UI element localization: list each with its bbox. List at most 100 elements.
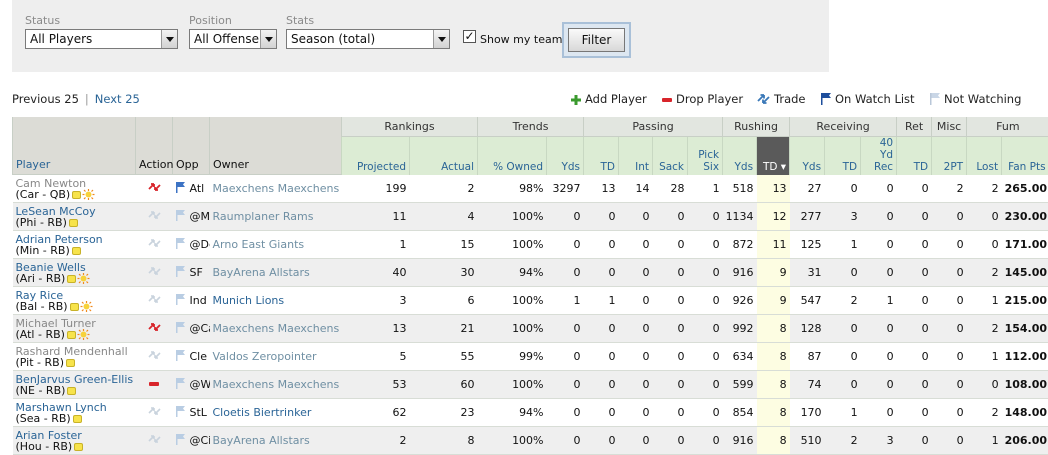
col-owned[interactable]: % Owned: [478, 136, 547, 175]
add-player-legend[interactable]: Add Player: [571, 92, 647, 106]
stat-two-pt: 2: [932, 175, 967, 203]
news-burst-icon[interactable]: [77, 273, 90, 284]
flag-outline-icon[interactable]: [176, 434, 185, 445]
col-pass-td[interactable]: TD: [584, 136, 619, 175]
stat-ret-td: 0: [897, 231, 932, 259]
stats-select[interactable]: Season (total): [286, 29, 450, 49]
trade-arrows-icon[interactable]: [148, 434, 161, 444]
position-label: Position: [189, 14, 232, 27]
stat-rush-td: 8: [757, 427, 790, 455]
status-select[interactable]: All Players: [25, 29, 178, 49]
chevron-down-icon[interactable]: [433, 30, 449, 48]
col-rec-yds[interactable]: Yds: [790, 136, 825, 175]
stat-actual: 2: [410, 175, 478, 203]
trade-arrows-icon[interactable]: [148, 350, 161, 360]
col-pick-six[interactable]: Pick Six: [688, 136, 723, 175]
stat-rec-td: 1: [825, 231, 861, 259]
next-page-link[interactable]: Next 25: [95, 92, 140, 106]
owner-link[interactable]: Maexchens Maexchens: [213, 322, 340, 335]
trade-arrows-icon[interactable]: [148, 406, 161, 416]
col-fan-pts[interactable]: Fan Pts: [1002, 136, 1048, 175]
owner-link[interactable]: BayArena Allstars: [213, 434, 310, 447]
trade-legend[interactable]: Trade: [757, 92, 806, 106]
stats-label: Stats: [286, 14, 314, 27]
note-icon[interactable]: [66, 359, 75, 367]
owner-link[interactable]: Cloetis Biertrinker: [213, 406, 312, 419]
trade-arrows-icon[interactable]: [148, 238, 161, 248]
col-rec-td[interactable]: TD: [825, 136, 861, 175]
group-misc: Misc: [932, 117, 967, 136]
col-player[interactable]: Player: [13, 117, 136, 175]
col-ret-td[interactable]: TD: [897, 136, 932, 175]
opponent-cell: Atl: [173, 175, 210, 203]
owner-link[interactable]: Valdos Zeropointer: [213, 350, 317, 363]
owner-link[interactable]: Munich Lions: [213, 294, 285, 307]
col-rush-yds[interactable]: Yds: [723, 136, 757, 175]
note-icon[interactable]: [70, 303, 79, 311]
col-lost[interactable]: Lost: [967, 136, 1002, 175]
col-projected[interactable]: Projected: [342, 136, 410, 175]
col-pass-yds[interactable]: Yds: [547, 136, 584, 175]
note-icon[interactable]: [72, 247, 81, 255]
news-burst-icon[interactable]: [77, 329, 90, 340]
trade-arrows-icon[interactable]: [148, 294, 161, 304]
trade-arrows-icon[interactable]: [148, 266, 161, 276]
note-icon[interactable]: [72, 191, 81, 199]
owner-link[interactable]: BayArena Allstars: [213, 266, 310, 279]
previous-page-link[interactable]: Previous 25: [12, 92, 79, 106]
opponent-cell: @Cin: [173, 427, 210, 455]
note-icon[interactable]: [69, 219, 78, 227]
note-icon[interactable]: [73, 415, 82, 423]
news-burst-icon[interactable]: [80, 301, 93, 312]
flag-outline-icon[interactable]: [176, 238, 185, 249]
note-icon[interactable]: [74, 443, 83, 451]
trade-arrows-icon[interactable]: [148, 210, 161, 220]
owner-link[interactable]: Arno East Giants: [213, 238, 305, 251]
owner-link[interactable]: Maexchens Maexchens: [213, 182, 340, 195]
owner-cell: Maexchens Maexchens: [210, 315, 342, 343]
flag-icon[interactable]: [176, 182, 185, 193]
opponent: SF: [190, 266, 203, 279]
show-my-team-checkbox[interactable]: ✓: [463, 30, 476, 43]
owner-link[interactable]: Maexchens Maexchens: [213, 378, 340, 391]
not-watching-legend[interactable]: Not Watching: [930, 92, 1021, 106]
flag-outline-icon[interactable]: [176, 406, 185, 417]
stat-rec-yds: 170: [790, 399, 825, 427]
note-icon[interactable]: [67, 275, 76, 283]
owner-link[interactable]: Raumplaner Rams: [213, 210, 314, 223]
flag-outline-icon[interactable]: [176, 266, 185, 277]
stat-rec-td: 0: [825, 343, 861, 371]
position-select[interactable]: All Offense: [189, 29, 277, 49]
col-40yd-rec[interactable]: 40 Yd Rec: [861, 136, 897, 175]
flag-outline-icon[interactable]: [176, 322, 185, 333]
col-int[interactable]: Int: [619, 136, 653, 175]
owner-cell: Raumplaner Rams: [210, 203, 342, 231]
col-2pt[interactable]: 2PT: [932, 136, 967, 175]
news-burst-icon[interactable]: [82, 189, 95, 200]
chevron-down-icon[interactable]: [161, 30, 177, 48]
stat-rec-yds: 74: [790, 371, 825, 399]
note-icon[interactable]: [67, 387, 76, 395]
col-actual[interactable]: Actual: [410, 136, 478, 175]
flag-outline-icon[interactable]: [176, 378, 185, 389]
stat-two-pt: 0: [932, 231, 967, 259]
minus-icon[interactable]: [149, 380, 159, 388]
drop-player-legend[interactable]: Drop Player: [662, 92, 743, 106]
chevron-down-icon[interactable]: [260, 30, 276, 48]
stat-rush-td: 8: [757, 371, 790, 399]
stat-int: 0: [619, 287, 653, 315]
on-watch-list-legend[interactable]: On Watch List: [821, 92, 915, 106]
player-stats-table: Player Action Opp Owner Rankings Trends …: [12, 117, 1048, 455]
col-rush-td-sorted[interactable]: TD ▾: [757, 136, 790, 175]
note-icon[interactable]: [67, 331, 76, 339]
player-cell: Adrian Peterson(Min - RB): [13, 231, 136, 259]
show-my-team-label[interactable]: Show my team: [480, 33, 562, 46]
filter-button[interactable]: Filter: [568, 28, 625, 52]
flag-outline-icon[interactable]: [176, 210, 185, 221]
drop-trade-icon[interactable]: [148, 182, 161, 192]
drop-trade-icon[interactable]: [148, 322, 161, 332]
flag-outline-icon[interactable]: [176, 294, 185, 305]
flag-outline-icon[interactable]: [176, 350, 185, 361]
col-sack[interactable]: Sack: [653, 136, 688, 175]
